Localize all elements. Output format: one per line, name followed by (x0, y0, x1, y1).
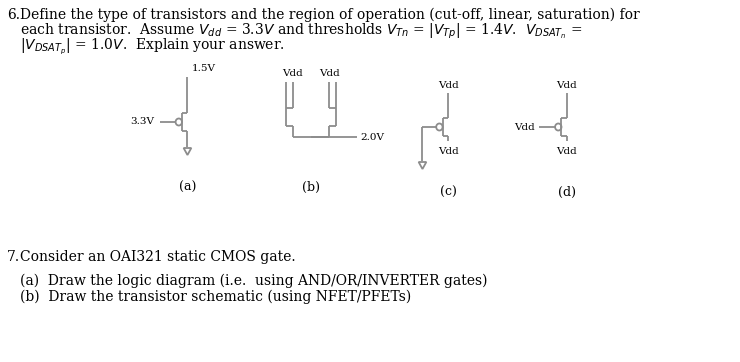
Text: Vdd: Vdd (556, 147, 577, 156)
Text: (a)  Draw the logic diagram (i.e.  using AND/OR/INVERTER gates): (a) Draw the logic diagram (i.e. using A… (20, 274, 488, 289)
Text: Define the type of transistors and the region of operation (cut-off, linear, sat: Define the type of transistors and the r… (20, 8, 640, 22)
Text: Vdd: Vdd (556, 80, 577, 89)
Text: (b)  Draw the transistor schematic (using NFET/PFETs): (b) Draw the transistor schematic (using… (20, 290, 411, 304)
Text: Consider an OAI321 static CMOS gate.: Consider an OAI321 static CMOS gate. (20, 250, 296, 264)
Text: (b): (b) (302, 181, 320, 194)
Text: Vdd: Vdd (319, 70, 340, 79)
Text: Vdd: Vdd (438, 80, 459, 89)
Text: Vdd: Vdd (438, 147, 459, 156)
Text: (a): (a) (179, 181, 196, 194)
Text: 1.5V: 1.5V (192, 64, 216, 73)
Text: Vdd: Vdd (514, 122, 535, 131)
Text: 3.3V: 3.3V (130, 118, 155, 126)
Text: 6.: 6. (7, 8, 20, 22)
Text: each transistor.  Assume $V_{dd}$ = 3.3$V$ and thresholds $V_{Tn}$ = |$V_{Tp}$| : each transistor. Assume $V_{dd}$ = 3.3$V… (20, 22, 582, 41)
Text: (d): (d) (558, 185, 576, 198)
Text: Vdd: Vdd (282, 70, 303, 79)
Text: 7.: 7. (7, 250, 21, 264)
Text: 2.0V: 2.0V (360, 132, 384, 142)
Text: |$V_{DSAT_p}$| = 1.0$V$.  Explain your answer.: |$V_{DSAT_p}$| = 1.0$V$. Explain your an… (20, 36, 285, 56)
Text: (c): (c) (440, 185, 457, 198)
